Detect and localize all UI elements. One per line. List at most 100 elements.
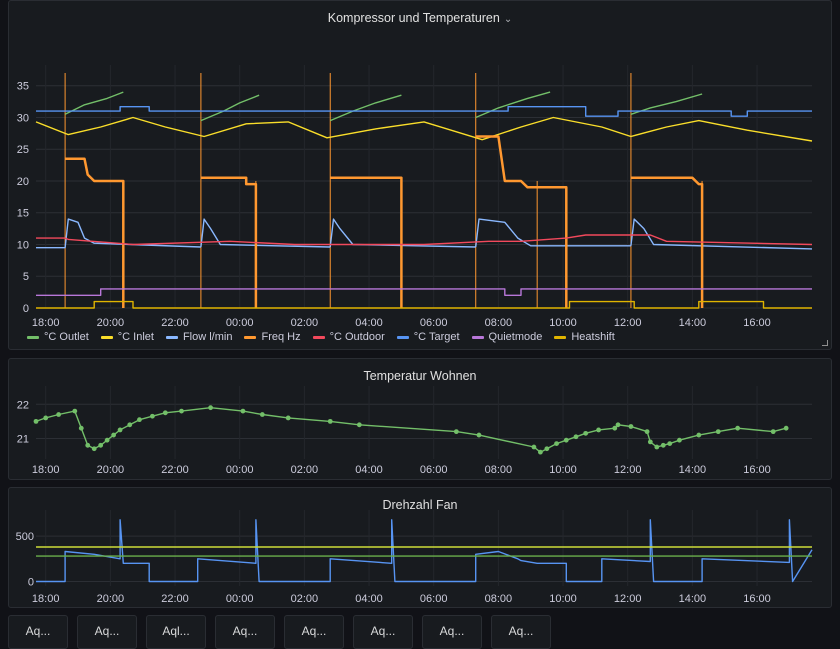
legend-item[interactable]: °C Target [396, 331, 460, 343]
data-point [85, 442, 91, 448]
data-point [111, 432, 116, 438]
legend-label: °C Target [413, 331, 460, 343]
legend-item[interactable]: Freq Hz [244, 331, 301, 343]
panel-kompressor: Kompressor und Temperaturen ⌄ 0 5 10 15 20 25 3… [8, 0, 832, 350]
series-line-flow-l-min [475, 218, 631, 248]
y-tick-label: 0 [28, 576, 34, 588]
x-tick-label: 20:00 [97, 317, 125, 329]
y-tick-label: 10 [17, 239, 29, 251]
x-tick-label: 08:00 [485, 317, 513, 329]
y-tick-label: 25 [17, 144, 29, 156]
data-point [573, 434, 579, 440]
y-tick-label: 21 [17, 433, 29, 445]
data-point [735, 425, 741, 431]
data-point [783, 425, 789, 431]
data-point [563, 437, 569, 443]
x-tick-label: 22:00 [161, 464, 189, 476]
data-point [327, 418, 333, 424]
data-point [647, 439, 653, 445]
legend-item[interactable]: °C Outdoor [312, 331, 385, 343]
data-point [179, 408, 184, 414]
y-tick-label: 5 [23, 271, 29, 283]
data-point [137, 417, 142, 423]
series-line-c-outdoor [36, 234, 813, 246]
collapsed-panel-tab[interactable]: Aq... [77, 615, 137, 649]
x-tick-label: 06:00 [420, 593, 448, 605]
series-line-c-target [36, 106, 812, 117]
collapsed-panel-tab[interactable]: Aq... [422, 615, 482, 649]
panel-title-drehzahl[interactable]: Drehzahl Fan [382, 498, 458, 512]
collapsed-panel-tab[interactable]: Aq... [8, 615, 68, 649]
data-point [43, 415, 49, 421]
x-tick-label: 10:00 [549, 593, 577, 605]
legend-item[interactable]: °C Outlet [27, 331, 89, 343]
x-tick-label: 22:00 [161, 317, 189, 329]
collapsed-panel-tab[interactable]: Aq... [491, 615, 551, 649]
data-point [476, 432, 482, 438]
x-tick-label: 20:00 [97, 464, 125, 476]
collapsed-panel-tab[interactable]: Aq... [353, 615, 413, 649]
data-point [531, 444, 537, 450]
x-tick-label: 06:00 [420, 464, 448, 476]
data-point [78, 425, 84, 431]
x-tick-label: 04:00 [355, 464, 383, 476]
panel-title-text[interactable]: Kompressor und Temperaturen [327, 11, 500, 25]
x-tick-label: 14:00 [679, 317, 707, 329]
series-line-flow-l-min [630, 218, 813, 250]
x-tick-label: 02:00 [291, 317, 319, 329]
x-tick-label: 06:00 [420, 317, 448, 329]
collapsed-panel-tab[interactable]: Aq... [215, 615, 275, 649]
series-line-freq-hz [200, 176, 258, 308]
legend-label: °C Outlet [44, 331, 89, 343]
series-line-freq-hz [475, 135, 568, 308]
x-tick-label: 22:00 [161, 593, 189, 605]
legend-item[interactable]: Quietmode [471, 331, 543, 343]
series-line-c-outlet [200, 94, 260, 122]
x-tick-label: 14:00 [679, 464, 707, 476]
legend: °C Outlet °C Inlet Flow l/min Freq Hz °C Out… [27, 331, 627, 343]
data-point [654, 444, 660, 450]
series-line-freq-hz [330, 176, 403, 308]
data-point [33, 418, 39, 424]
series-line-freq-hz [630, 176, 704, 308]
x-tick-label: 12:00 [614, 317, 642, 329]
panel-drehzahl-fan: Drehzahl Fan 0 500 18:00 20:00 22:00 00:00 02:… [8, 487, 832, 608]
legend-label: Quietmode [488, 331, 543, 343]
panel-temperatur-wohnen: Temperatur Wohnen 21 22 18:00 20:00 22:00 00:… [8, 358, 832, 480]
data-point [554, 441, 559, 447]
data-point [644, 429, 650, 435]
y-tick-label: 22 [17, 399, 29, 411]
series-line-flow-l-min [329, 218, 476, 248]
legend-swatch-icon [244, 335, 257, 339]
resize-handle-icon[interactable] [822, 340, 828, 346]
panel-title-kompressor[interactable]: Kompressor und Temperaturen ⌄ [9, 11, 831, 25]
panel-title-temperatur[interactable]: Temperatur Wohnen [363, 369, 477, 383]
x-tick-label: 10:00 [549, 464, 577, 476]
data-point [538, 449, 543, 455]
data-point [583, 430, 589, 436]
x-tick-label: 20:00 [97, 593, 125, 605]
legend-item[interactable]: °C Inlet [100, 331, 154, 343]
data-point [259, 412, 265, 417]
data-point [660, 442, 666, 448]
collapsed-panel-tab[interactable]: Aq... [284, 615, 344, 649]
legend-item[interactable]: Flow l/min [165, 331, 232, 343]
y-tick-label: 0 [23, 303, 29, 315]
data-point [162, 410, 168, 416]
legend-swatch-icon [27, 335, 39, 339]
data-point [98, 442, 104, 448]
data-point [72, 408, 78, 414]
chart-kompressor: 0 5 10 15 20 25 30 35 18:00 20:00 22:00 00:00 02:00 0… [17, 65, 813, 329]
data-point [240, 408, 246, 414]
legend-swatch-icon [100, 335, 113, 339]
x-tick-label: 08:00 [485, 464, 513, 476]
chevron-down-icon[interactable]: ⌄ [503, 14, 513, 25]
data-point [612, 425, 618, 431]
x-tick-label: 02:00 [291, 464, 319, 476]
data-point [715, 429, 721, 435]
data-point [150, 413, 155, 419]
data-point [104, 437, 110, 443]
legend-item[interactable]: Heatshift [554, 331, 615, 343]
legend-swatch-icon [165, 335, 178, 339]
collapsed-panel-tab[interactable]: Aql... [146, 615, 206, 649]
